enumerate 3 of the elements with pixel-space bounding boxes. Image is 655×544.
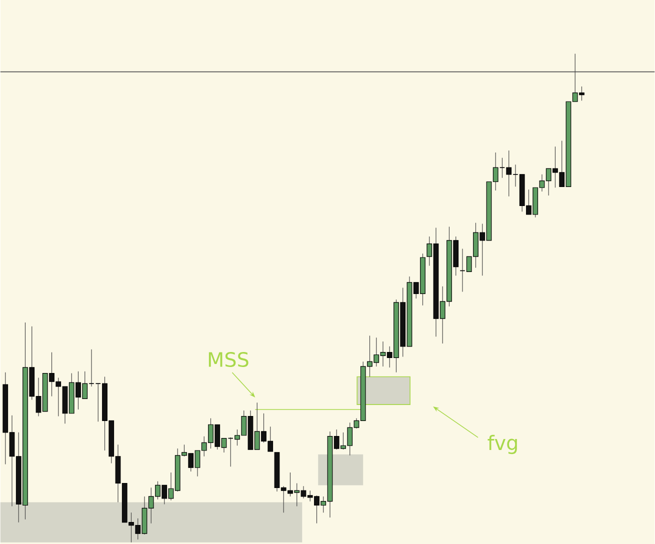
- annotation: MSS: [208, 352, 248, 367]
- candlestick: [460, 248, 466, 292]
- annotation: fvg: [488, 434, 517, 454]
